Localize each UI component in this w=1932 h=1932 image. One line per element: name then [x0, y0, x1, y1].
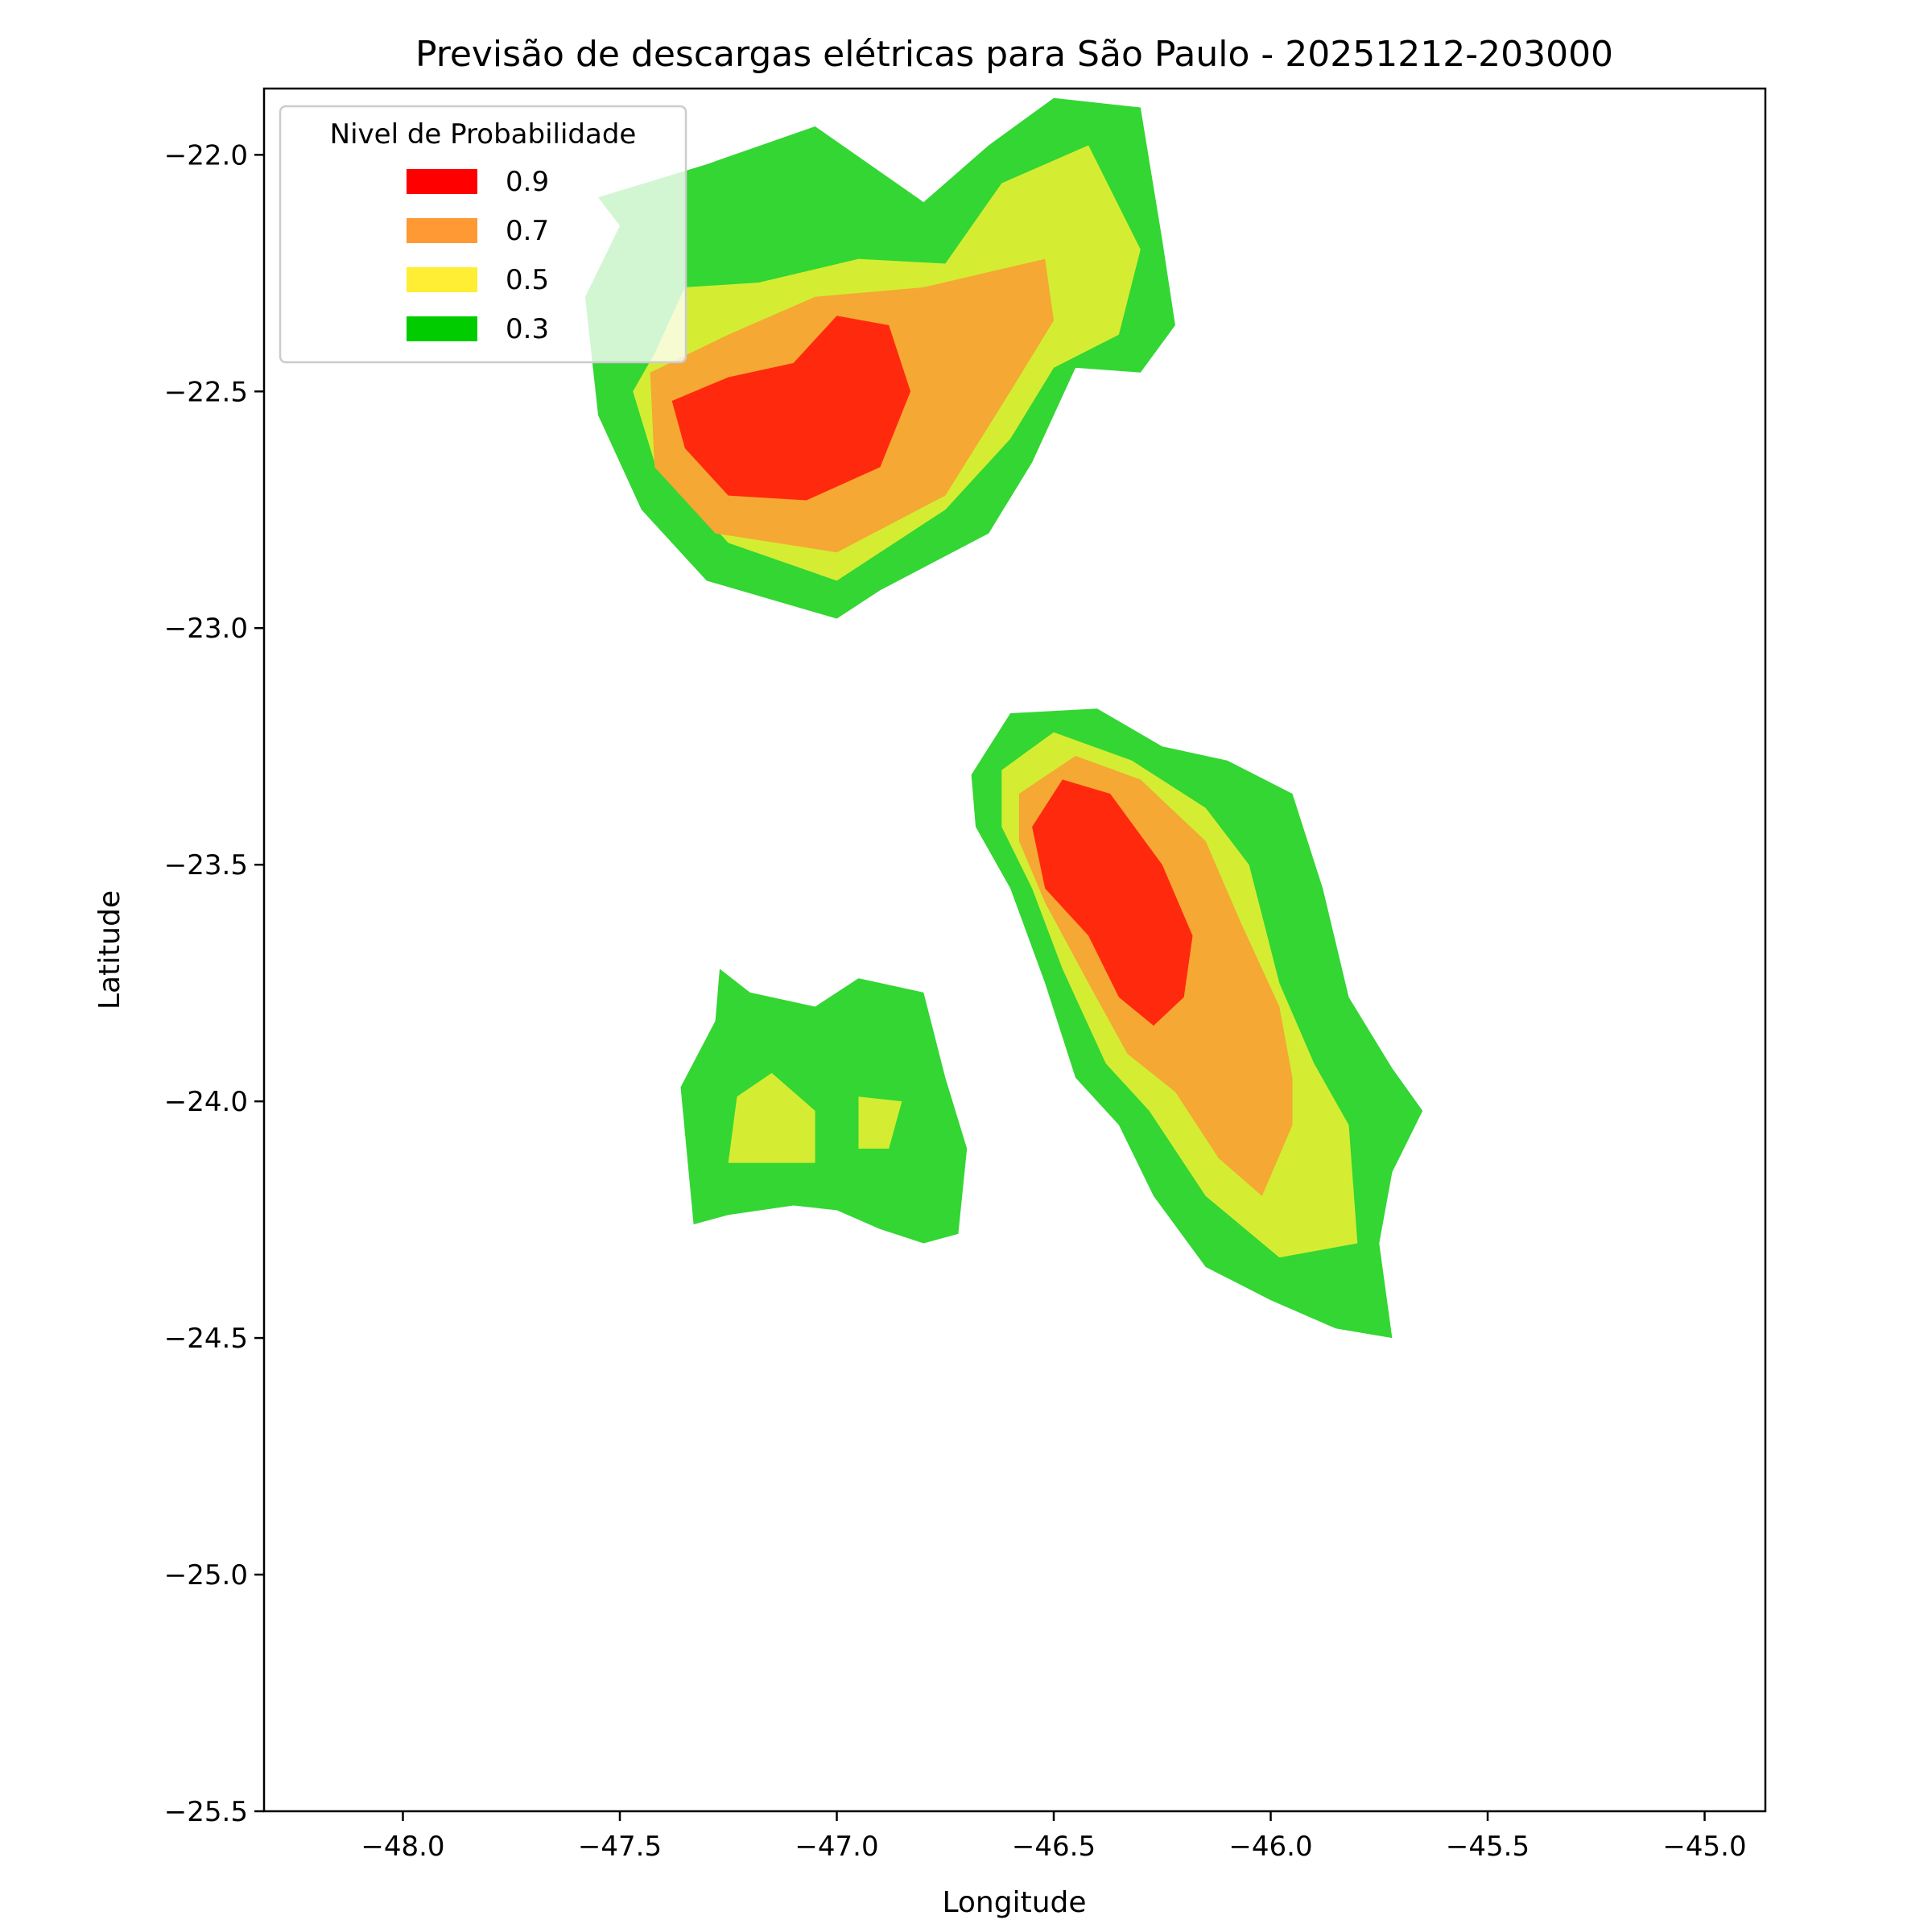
x-tick-label: −46.5 — [1012, 1831, 1096, 1863]
y-tick-label: −25.0 — [164, 1559, 248, 1591]
y-axis: −22.0 −22.5 −23.0 −23.5 −24.0 −24.5 −25.0 −25.5 — [164, 139, 264, 1828]
north-cell-level-09-3 — [671, 316, 911, 501]
y-tick-label: −25.5 — [164, 1796, 248, 1828]
legend-label: 0.7 — [506, 215, 549, 247]
y-tick-label: −24.0 — [164, 1086, 248, 1118]
legend-swatch — [407, 267, 477, 292]
legend-label: 0.9 — [506, 166, 549, 198]
legend-box — [279, 105, 687, 364]
x-axis-label: Longitude — [942, 1886, 1086, 1919]
y-tick-label: −23.0 — [164, 613, 248, 645]
y-tick-label: −22.5 — [164, 376, 248, 408]
y-tick-label: −23.5 — [164, 849, 248, 881]
x-tick-label: −47.5 — [578, 1831, 662, 1863]
x-tick-label: −46.0 — [1228, 1831, 1312, 1863]
south-cell-level-09-3 — [1032, 779, 1193, 1026]
legend: Nivel de Probabilidade 0.9 0.7 0.5 0.3 — [279, 105, 687, 364]
legend-label: 0.3 — [506, 313, 549, 345]
x-tick-label: −45.0 — [1662, 1831, 1746, 1863]
x-axis: −48.0 −47.5 −47.0 −46.5 −46.0 −45.5 −45.0 — [361, 1811, 1747, 1863]
x-tick-label: −48.0 — [361, 1831, 444, 1863]
plot-area — [584, 97, 1423, 1339]
legend-title: Nivel de Probabilidade — [330, 118, 637, 151]
west-cell-level-05-2 — [858, 1096, 902, 1149]
chart-title: Previsão de descargas elétricas para São… — [415, 34, 1613, 75]
legend-swatch — [407, 218, 477, 243]
y-tick-label: −24.5 — [164, 1323, 248, 1355]
west-cell-level-03-0 — [680, 968, 968, 1244]
legend-swatch — [407, 169, 477, 194]
legend-label: 0.5 — [506, 264, 549, 296]
x-tick-label: −47.0 — [795, 1831, 878, 1863]
x-tick-label: −45.5 — [1446, 1831, 1530, 1863]
west-cell-level-05-1 — [728, 1072, 815, 1163]
plot-frame — [262, 87, 1767, 1813]
y-axis-label: Latitude — [93, 890, 126, 1009]
y-tick-label: −22.0 — [164, 139, 248, 171]
legend-swatch — [407, 316, 477, 341]
